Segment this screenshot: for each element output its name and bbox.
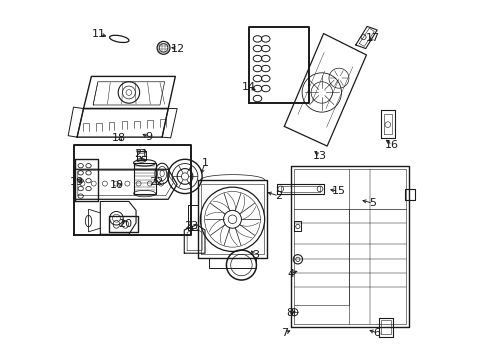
Text: 6: 6	[374, 328, 381, 338]
Text: 5: 5	[369, 198, 376, 208]
Text: 22: 22	[149, 177, 164, 187]
Text: 10: 10	[110, 180, 124, 190]
Text: 21: 21	[134, 149, 148, 159]
Text: 17: 17	[366, 33, 380, 43]
Text: 13: 13	[313, 151, 327, 161]
Text: 16: 16	[385, 140, 399, 150]
Text: 12: 12	[171, 44, 185, 54]
Text: 7: 7	[281, 328, 289, 338]
Text: 4: 4	[287, 269, 294, 279]
Text: 9: 9	[146, 132, 153, 142]
Text: 15: 15	[332, 186, 345, 197]
Text: 1: 1	[201, 158, 208, 168]
Text: 11: 11	[92, 29, 106, 39]
Text: 2: 2	[275, 191, 283, 201]
Text: 20: 20	[118, 219, 132, 229]
Text: 14: 14	[242, 82, 256, 92]
Text: 23: 23	[184, 221, 198, 231]
Text: 18: 18	[112, 133, 126, 143]
Text: 19: 19	[70, 177, 84, 187]
Text: 8: 8	[286, 308, 293, 318]
Text: 3: 3	[252, 250, 259, 260]
